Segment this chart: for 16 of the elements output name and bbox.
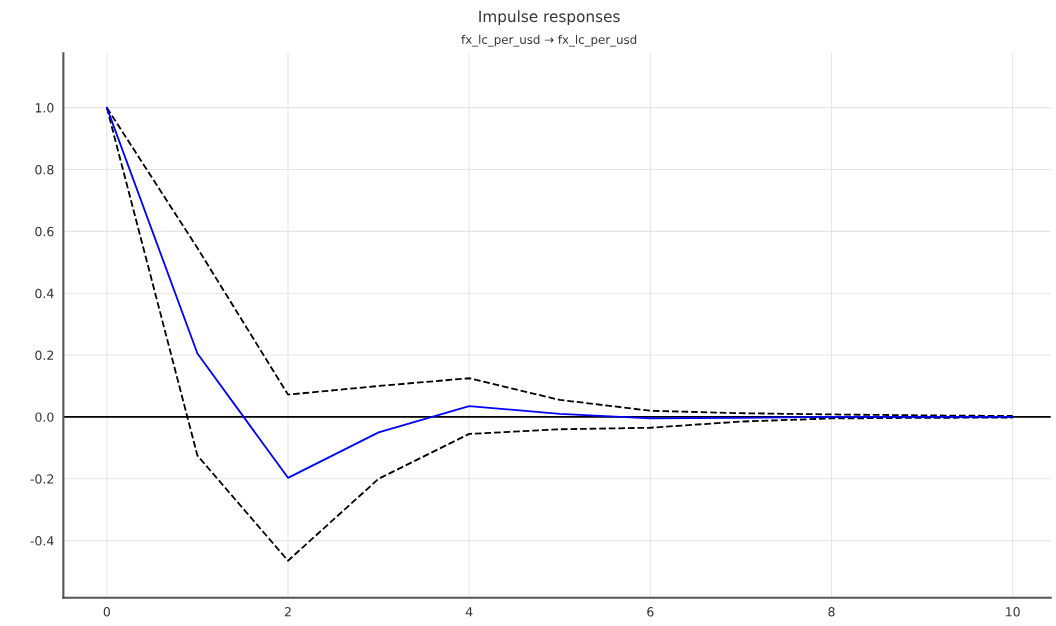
x-tick-label: 10 bbox=[1006, 607, 1020, 617]
y-tick-label: 0.2 bbox=[35, 350, 54, 360]
y-tick-label: 0.0 bbox=[35, 412, 54, 422]
x-tick-label: 0 bbox=[103, 607, 110, 617]
y-tick-label: 0.8 bbox=[35, 164, 54, 175]
x-tick-label: 4 bbox=[465, 607, 473, 617]
y-tick-label: -0.2 bbox=[30, 474, 54, 484]
y-tick-label: 1.0 bbox=[35, 103, 54, 113]
x-tick-label: 2 bbox=[284, 607, 291, 617]
x-tick-label: 6 bbox=[647, 607, 654, 617]
y-tick-label: -0.4 bbox=[30, 536, 54, 546]
y-tick-label: 0.6 bbox=[35, 226, 54, 237]
chart-title: Impulse responses bbox=[479, 10, 620, 26]
chart-subtitle: fx_lc_per_usd → fx_lc_per_usd bbox=[461, 34, 637, 47]
y-tick-label: 0.4 bbox=[35, 288, 54, 299]
x-tick-label: 8 bbox=[828, 607, 835, 617]
